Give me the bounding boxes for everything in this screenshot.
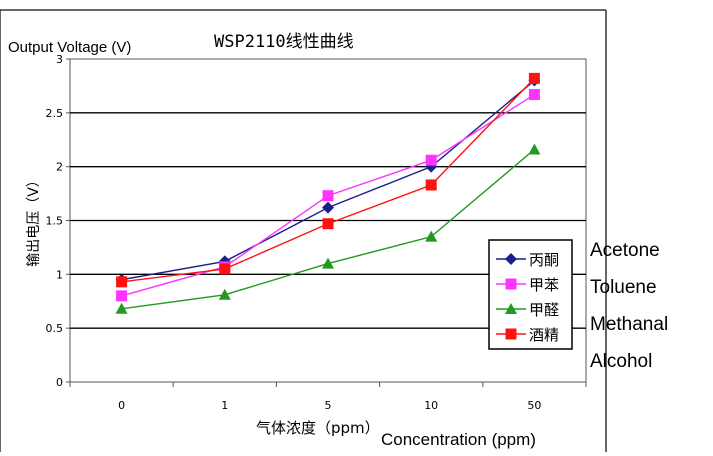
data-point-alcohol bbox=[322, 218, 334, 230]
y-tick-label: 0.5 bbox=[46, 322, 64, 335]
y-tick-label: 1 bbox=[56, 268, 63, 281]
data-point-alcohol bbox=[219, 263, 231, 275]
data-point-methanal bbox=[528, 143, 541, 155]
y-tick-label: 1.5 bbox=[46, 215, 64, 228]
y-tick-label: 3 bbox=[56, 53, 63, 66]
data-point-methanal bbox=[425, 230, 438, 242]
series-methanal bbox=[115, 143, 541, 314]
data-point-methanal bbox=[218, 288, 231, 300]
y-tick-label: 0 bbox=[56, 376, 63, 389]
data-point-toluene bbox=[322, 190, 334, 202]
y-tick-label: 2 bbox=[56, 161, 63, 174]
data-point-toluene bbox=[425, 154, 437, 166]
data-point-methanal bbox=[115, 302, 128, 314]
x-axis-label-english: Concentration (ppm) bbox=[381, 430, 536, 449]
y-axis-label-english: Output Voltage (V) bbox=[8, 39, 131, 56]
x-tick-label: 1 bbox=[221, 399, 228, 412]
legend-english-label-acetone: Acetone bbox=[590, 240, 660, 261]
legend-marker-acetone bbox=[505, 253, 517, 265]
legend-box bbox=[488, 239, 573, 350]
legend-english-label-toluene: Toluene bbox=[590, 277, 657, 298]
legend-marker-toluene bbox=[505, 278, 517, 290]
chart-title: WSP2110线性曲线 bbox=[214, 32, 354, 52]
legend-marker-alcohol bbox=[505, 328, 517, 340]
x-tick-label: 10 bbox=[424, 399, 438, 412]
y-tick-label: 2.5 bbox=[46, 107, 64, 120]
legend-label-methanal: 甲醛 bbox=[529, 301, 559, 319]
data-point-toluene bbox=[528, 89, 540, 101]
series-lines bbox=[115, 72, 541, 314]
legend-label-toluene: 甲苯 bbox=[529, 276, 559, 294]
legend-label-acetone: 丙酮 bbox=[529, 251, 559, 269]
legend-english-label-alcohol: Alcohol bbox=[590, 351, 652, 372]
legend-english-labels: Acetone Toluene Methanal Alcohol bbox=[590, 240, 668, 372]
x-axis-label-chinese: 气体浓度（ppm） bbox=[256, 419, 380, 437]
legend-english-label-methanal: Methanal bbox=[590, 314, 668, 335]
data-point-methanal bbox=[322, 257, 334, 269]
data-point-alcohol bbox=[528, 72, 540, 84]
data-point-alcohol bbox=[116, 276, 128, 288]
x-tick-label: 50 bbox=[527, 399, 541, 412]
y-axis-label-chinese: 输出电压（V） bbox=[26, 173, 42, 267]
data-point-toluene bbox=[116, 290, 128, 302]
data-point-alcohol bbox=[425, 179, 437, 191]
data-point-acetone bbox=[322, 201, 334, 214]
x-tick-label: 0 bbox=[118, 399, 125, 412]
series-alcohol bbox=[116, 72, 540, 288]
x-tick-label: 5 bbox=[325, 399, 332, 412]
y-tick-labels: 0 0.5 1 1.5 2 2.5 3 bbox=[46, 53, 64, 389]
legend-marker-methanal bbox=[505, 303, 517, 314]
legend-label-alcohol: 酒精 bbox=[529, 326, 559, 344]
x-tick-labels: 0 1 5 10 50 bbox=[69, 382, 587, 412]
